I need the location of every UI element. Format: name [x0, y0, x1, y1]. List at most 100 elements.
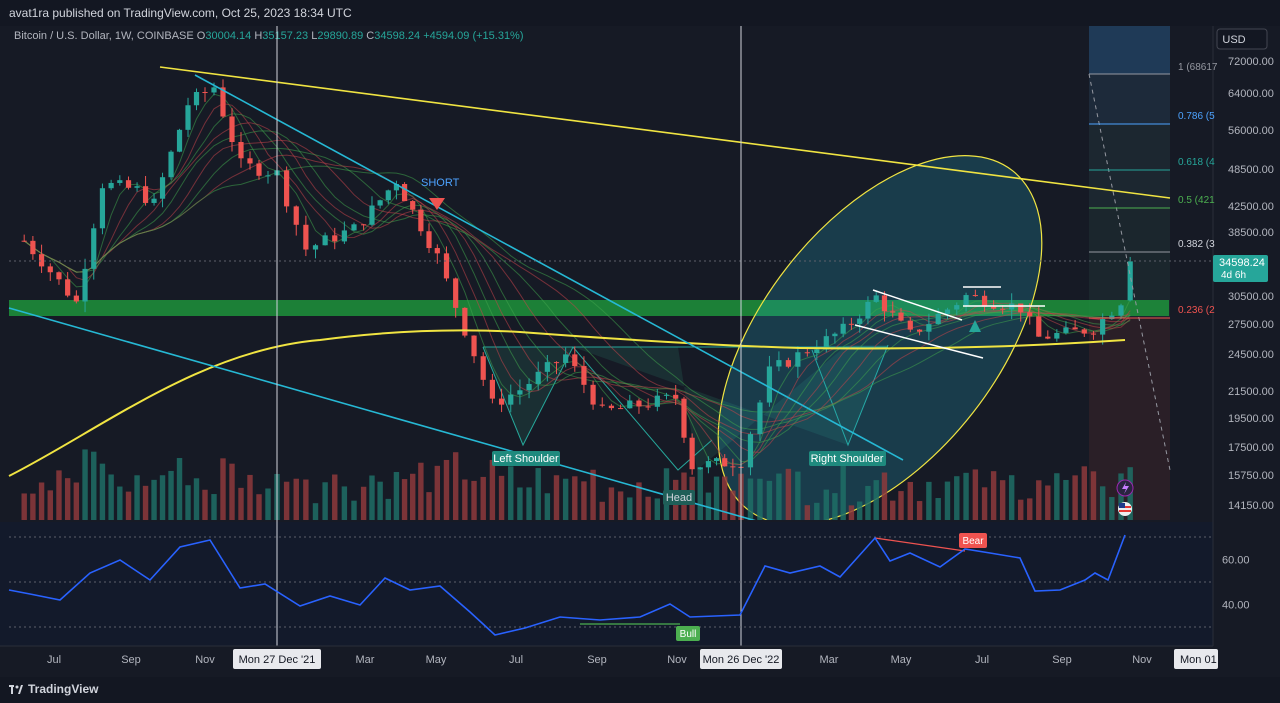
candle-body	[303, 224, 309, 250]
trendline-yellow	[159, 66, 1171, 199]
candle-body	[697, 467, 703, 470]
head-shoulders-outline-right	[811, 344, 889, 447]
volume-bar	[418, 462, 424, 520]
volume-bar	[1063, 479, 1069, 520]
price-tick: 48500.00	[1228, 164, 1274, 176]
candle-body	[645, 406, 651, 408]
fib-zone-1	[1089, 74, 1170, 124]
ma-ribbon-line	[23, 130, 1131, 443]
candle-body	[1081, 329, 1087, 334]
volume-bar	[776, 473, 782, 520]
candle-body	[322, 235, 328, 246]
volume-bar	[898, 491, 904, 520]
volume-bar	[247, 474, 253, 520]
candle-body	[393, 184, 400, 191]
trendline-cyan-upper	[194, 74, 904, 461]
fib-label-0.786: 0.786 (5	[1178, 111, 1215, 122]
volume-bar	[697, 468, 703, 520]
candle-body	[535, 371, 541, 384]
volume-bar	[757, 478, 763, 520]
fib-label-1: 1 (68617	[1178, 62, 1218, 73]
price-chart[interactable]: SHORT Left Shoulder Head Right Shoulder …	[0, 24, 1280, 677]
candle-body	[361, 224, 367, 226]
support-zone	[9, 300, 1169, 316]
candle-body	[229, 116, 235, 143]
time-tick: Mar	[356, 654, 375, 666]
candle-body	[91, 228, 97, 269]
candle-body	[814, 349, 820, 353]
price-tick: 42500.00	[1228, 201, 1274, 213]
volume-bar	[832, 493, 838, 520]
volume-bar	[256, 494, 262, 520]
volume-bar	[926, 481, 932, 520]
volume-bar	[590, 469, 596, 520]
volume-bar	[1036, 480, 1042, 520]
volume-bar	[393, 472, 400, 520]
volume-bar	[489, 459, 496, 520]
volume-bar	[581, 481, 587, 520]
candle-body	[944, 309, 951, 314]
volume-bar	[341, 486, 348, 520]
candle-body	[865, 301, 871, 319]
time-tick: May	[426, 654, 447, 666]
volume-bar	[1072, 475, 1078, 520]
candle-body	[795, 352, 801, 367]
volume-bar	[617, 491, 624, 520]
candle-body	[284, 170, 290, 207]
volume-bar	[1045, 485, 1051, 520]
volume-bar	[38, 482, 45, 520]
fib-label-0.236: 0.236 (2	[1178, 305, 1215, 316]
volume-bar	[185, 485, 191, 520]
crosshair-2-label: Mon 26 Dec '22	[703, 654, 780, 666]
volume-bar	[193, 478, 200, 520]
price-tick: 30500.00	[1228, 291, 1274, 303]
ma-ribbon-line	[23, 113, 1131, 463]
time-tick: Sep	[1052, 654, 1072, 666]
volume-bar	[823, 489, 829, 520]
price-tick: 56000.00	[1228, 125, 1274, 137]
candle-body	[385, 190, 391, 201]
volume-bar	[873, 480, 879, 520]
tradingview-brand[interactable]: TradingView	[9, 682, 98, 696]
candle-body	[1018, 303, 1024, 313]
price-tick: 24500.00	[1228, 349, 1274, 361]
volume-bar	[907, 481, 913, 520]
currency-label: USD	[1222, 34, 1245, 46]
candle-body	[1036, 316, 1042, 337]
candle-body	[1109, 315, 1115, 320]
ma-ribbon-line	[23, 147, 1131, 430]
candle-body	[926, 324, 932, 332]
candle-body	[480, 356, 486, 380]
volume-bar	[881, 472, 888, 520]
price-scale[interactable]	[1213, 26, 1280, 646]
brand-text: TradingView	[28, 682, 99, 696]
volume-bar	[168, 470, 174, 520]
volume-bar	[730, 490, 736, 520]
candle-body	[890, 311, 896, 313]
time-axis[interactable]	[0, 646, 1280, 677]
volume-bar	[293, 478, 299, 520]
candle-body	[627, 400, 633, 409]
currency-button[interactable]	[1216, 28, 1268, 50]
volume-bar	[916, 501, 923, 520]
countdown-value: 4d 6h	[1221, 270, 1246, 281]
candle-body	[857, 318, 863, 324]
volume-bar	[553, 475, 560, 520]
candle-body	[785, 360, 791, 367]
volume-bar	[654, 498, 661, 520]
candle-body	[443, 253, 450, 279]
volume-bar	[322, 482, 328, 520]
volume-bars	[21, 449, 1133, 520]
candle-body	[1090, 333, 1097, 335]
candle-body	[881, 295, 888, 312]
candle-body	[608, 405, 615, 409]
volume-bar	[332, 474, 338, 520]
candle-body	[168, 151, 174, 178]
volume-bar	[544, 493, 551, 520]
candle-body	[766, 366, 773, 403]
volume-bar	[599, 501, 605, 520]
candle-body	[202, 92, 208, 94]
right-time-label-box	[1174, 649, 1218, 669]
time-tick: Nov	[667, 654, 687, 666]
candle-body	[369, 205, 375, 225]
